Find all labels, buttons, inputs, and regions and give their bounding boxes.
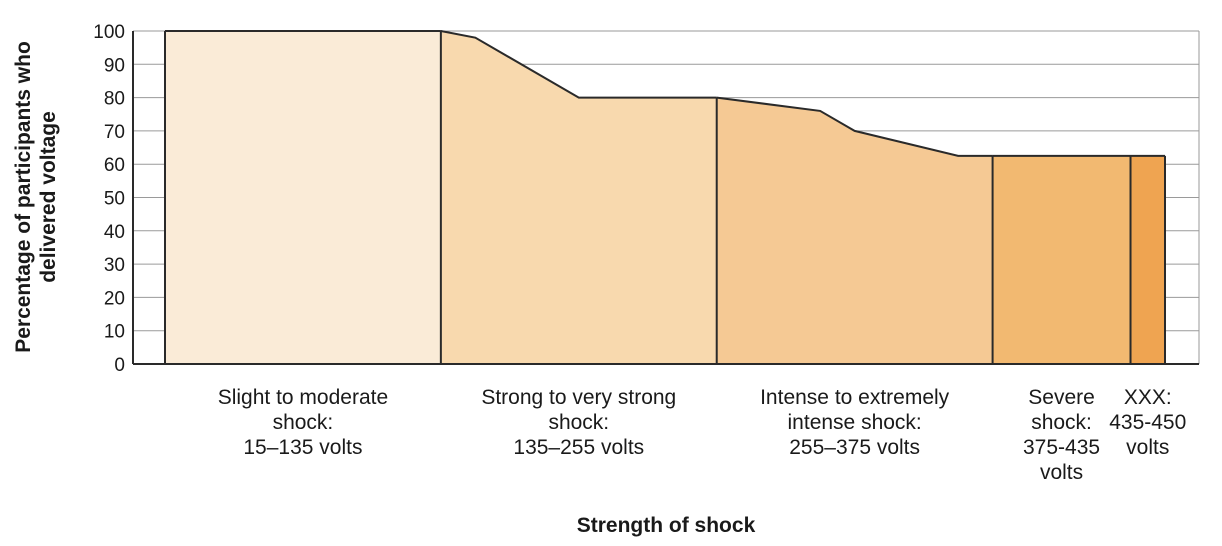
y-tick-labels: 0 10 20 30 40 50 60 70 80 90 100 — [93, 22, 125, 376]
area-segment-2 — [440, 31, 717, 364]
y-axis-title-text: Percentage of participants whodelivered … — [12, 41, 60, 353]
y-tick-label-50: 50 — [104, 189, 125, 210]
axes — [132, 31, 1199, 365]
y-tick-label-40: 40 — [104, 222, 125, 243]
area-series — [164, 30, 1166, 364]
y-tick-label-0: 0 — [114, 355, 125, 376]
x-axis-title: Strength of shock — [577, 514, 756, 537]
y-axis-title: Percentage of participants whodelivered … — [12, 41, 60, 353]
category-labels: Slight to moderate shock: 15–135 volts Stro… — [218, 386, 1187, 484]
category-label-1: Slight to moderate shock: 15–135 volts — [218, 386, 388, 459]
category-label-3: Intense to extremely intense shock: 255–37… — [760, 386, 950, 459]
category-label-5: XXX: 435-450 volts — [1109, 386, 1186, 459]
area-outline-3 — [716, 96, 993, 157]
area-segment-1 — [165, 31, 441, 364]
category-label-2: Strong to very strong shock: 135–255 volts — [481, 386, 676, 459]
y-tick-label-20: 20 — [104, 288, 125, 309]
area-segment-5 — [1130, 155, 1165, 364]
category-label-4: Severe shock: 375-435 volts — [1023, 386, 1100, 484]
y-tick-label-60: 60 — [104, 155, 125, 176]
area-segment-3 — [716, 97, 993, 364]
y-tick-label-80: 80 — [104, 89, 125, 110]
area-segment-4 — [992, 155, 1131, 364]
y-tick-label-70: 70 — [104, 122, 125, 143]
y-tick-label-90: 90 — [104, 55, 125, 76]
y-tick-label-30: 30 — [104, 255, 125, 276]
y-tick-label-100: 100 — [93, 22, 125, 43]
area-outline-2 — [440, 30, 717, 99]
y-tick-label-10: 10 — [104, 322, 125, 343]
